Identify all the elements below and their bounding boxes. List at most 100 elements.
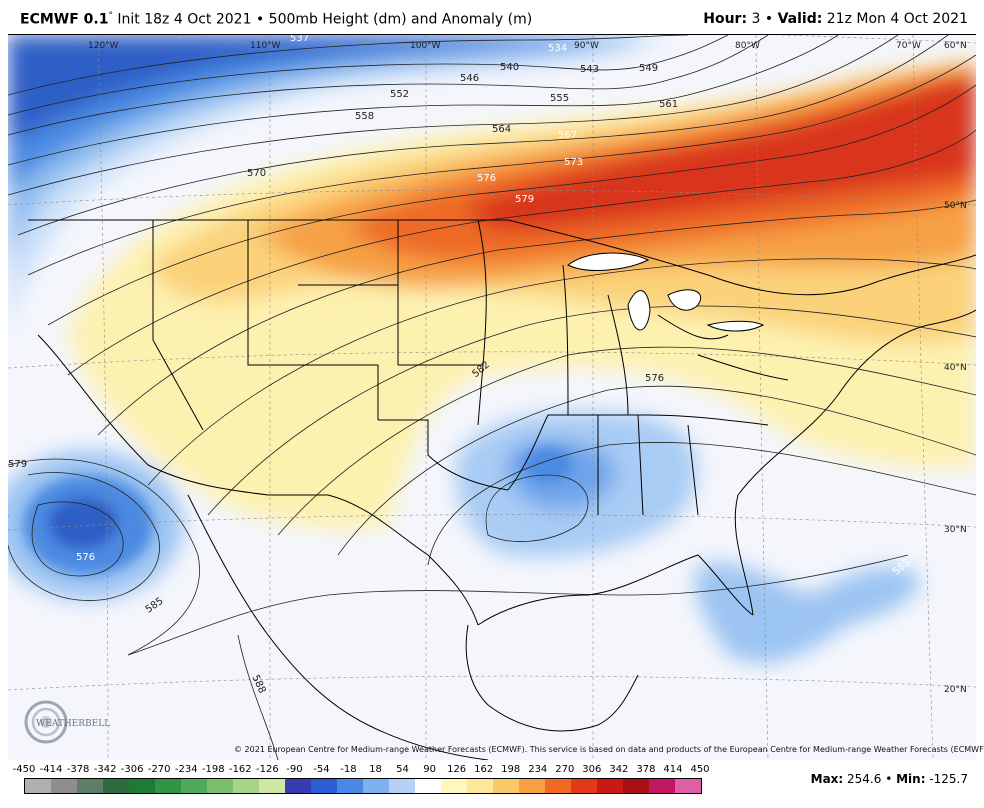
map-canvas: 537 534 540 543 546 549 552 555 558 561 … bbox=[8, 35, 976, 760]
colorbar-swatch bbox=[337, 779, 363, 793]
lat-label: 60°N bbox=[944, 41, 967, 51]
colorbar-tick-label: -450 bbox=[12, 764, 36, 775]
max-min-readout: Max: 254.6 • Min: -125.7 bbox=[811, 772, 968, 786]
contour-label: 543 bbox=[580, 64, 599, 75]
colorbar-swatch bbox=[25, 779, 51, 793]
lon-label: 80°W bbox=[735, 41, 760, 51]
contour-label: 567 bbox=[558, 130, 577, 141]
valid-label: Valid: bbox=[777, 11, 823, 27]
colorbar-swatch bbox=[571, 779, 597, 793]
lon-label: 90°W bbox=[574, 41, 599, 51]
contour-label: 558 bbox=[355, 111, 374, 122]
colorbar-tick-label: 378 bbox=[636, 764, 656, 775]
colorbar-tick-label: 234 bbox=[528, 764, 548, 775]
copyright-text: © 2021 European Centre for Medium-range … bbox=[234, 745, 984, 754]
colorbar-swatch bbox=[441, 779, 467, 793]
colorbar-tick-label: 450 bbox=[690, 764, 710, 775]
colorbar-tick-label: 18 bbox=[369, 764, 382, 775]
init-time: Init 18z 4 Oct 2021 bbox=[112, 11, 252, 28]
logo-swirl-icon: WEATHERBELL bbox=[24, 700, 110, 744]
lon-label: 70°W bbox=[896, 41, 921, 51]
colorbar-swatch bbox=[597, 779, 623, 793]
colorbar-tick-label: 342 bbox=[609, 764, 629, 775]
colorbar-swatch bbox=[285, 779, 311, 793]
graticule-labels: 120°W 110°W 100°W 90°W 80°W 70°W 60°N 50… bbox=[88, 41, 967, 695]
colorbar-tick-label: -90 bbox=[286, 764, 303, 775]
colorbar-tick-label: -54 bbox=[313, 764, 330, 775]
contour-label: 540 bbox=[500, 62, 519, 73]
contour-label: 576 bbox=[477, 173, 496, 184]
contour-label: 570 bbox=[247, 168, 266, 179]
weather-map: 537 534 540 543 546 549 552 555 558 561 … bbox=[8, 34, 976, 760]
contour-label: 579 bbox=[8, 459, 27, 470]
lat-label: 40°N bbox=[944, 363, 967, 373]
contour-label: 555 bbox=[550, 93, 569, 104]
contour-label: 576 bbox=[645, 373, 664, 384]
colorbar-swatch bbox=[545, 779, 571, 793]
colorbar-swatch bbox=[233, 779, 259, 793]
contour-label: 552 bbox=[390, 89, 409, 100]
title-separator: • bbox=[251, 11, 269, 28]
max-label: Max: bbox=[810, 772, 844, 786]
contour-label: 549 bbox=[639, 63, 658, 74]
degree-symbol: ° bbox=[108, 11, 113, 21]
colorbar-swatch bbox=[155, 779, 181, 793]
colorbar-swatch bbox=[129, 779, 155, 793]
mexico-coastline bbox=[187, 494, 639, 760]
colorbar-swatch bbox=[51, 779, 77, 793]
colorbar-swatch bbox=[103, 779, 129, 793]
colorbar-tick-label: 126 bbox=[447, 764, 467, 775]
model-name: ECMWF 0.1 bbox=[20, 11, 109, 28]
colorbar-tick-label: 54 bbox=[396, 764, 409, 775]
colorbar-swatch bbox=[415, 779, 441, 793]
contour-label: 564 bbox=[492, 124, 511, 135]
anomaly-shading bbox=[8, 35, 976, 664]
graticule bbox=[8, 35, 976, 760]
colorbar-tick-label: -126 bbox=[256, 764, 279, 775]
min-label: Min: bbox=[896, 772, 926, 786]
contour-label: 573 bbox=[564, 157, 583, 168]
valid-value: 21z Mon 4 Oct 2021 bbox=[822, 11, 968, 27]
colorbar-swatch bbox=[649, 779, 675, 793]
colorbar-swatch bbox=[675, 779, 701, 793]
contour-label: 576 bbox=[76, 552, 95, 563]
colorbar-tick-label: -414 bbox=[39, 764, 63, 775]
colorbar-tick-label: -18 bbox=[340, 764, 357, 775]
min-value: -125.7 bbox=[925, 772, 968, 786]
colorbar-tick-label: -162 bbox=[228, 764, 252, 775]
colorbar-swatch bbox=[519, 779, 545, 793]
colorbar-tick-label: -378 bbox=[66, 764, 90, 775]
colorbar-swatch bbox=[389, 779, 415, 793]
map-title: ECMWF 0.1° Init 18z 4 Oct 2021 • 500mb H… bbox=[20, 11, 532, 28]
hour-label: Hour: bbox=[703, 11, 748, 27]
colorbar-tick-label: 270 bbox=[555, 764, 575, 775]
lon-label: 110°W bbox=[250, 41, 281, 51]
max-value: 254.6 bbox=[843, 772, 882, 786]
lat-label: 20°N bbox=[944, 685, 967, 695]
colorbar-tick-label: -270 bbox=[147, 764, 171, 775]
colorbar-swatch bbox=[259, 779, 285, 793]
contour-label: 579 bbox=[515, 194, 534, 205]
colorbar-tick-label: 414 bbox=[663, 764, 683, 775]
lakes bbox=[567, 252, 765, 332]
logo-text: WEATHERBELL bbox=[36, 719, 110, 729]
header-bar: ECMWF 0.1° Init 18z 4 Oct 2021 • 500mb H… bbox=[0, 0, 984, 34]
weatherbell-logo: WEATHERBELL bbox=[22, 698, 110, 746]
height-contours bbox=[8, 35, 976, 760]
contour-label: 537 bbox=[290, 35, 309, 44]
colorbar-swatch bbox=[207, 779, 233, 793]
colorbar-tick-label: -234 bbox=[174, 764, 198, 775]
colorbar-tick-label: 198 bbox=[501, 764, 521, 775]
colorbar-swatch bbox=[467, 779, 493, 793]
colorbar-tick-label: -342 bbox=[93, 764, 117, 775]
colorbar-tick-label: 162 bbox=[474, 764, 494, 775]
colorbar-tick-label: -198 bbox=[201, 764, 225, 775]
valid-separator: • bbox=[760, 11, 778, 27]
colorbar bbox=[24, 778, 702, 794]
colorbar-swatch bbox=[363, 779, 389, 793]
contour-label: 534 bbox=[548, 43, 567, 54]
lon-label: 120°W bbox=[88, 41, 119, 51]
lon-label: 100°W bbox=[410, 41, 441, 51]
hour-value: 3 bbox=[747, 11, 761, 27]
colorbar-tick-label: 90 bbox=[423, 764, 436, 775]
